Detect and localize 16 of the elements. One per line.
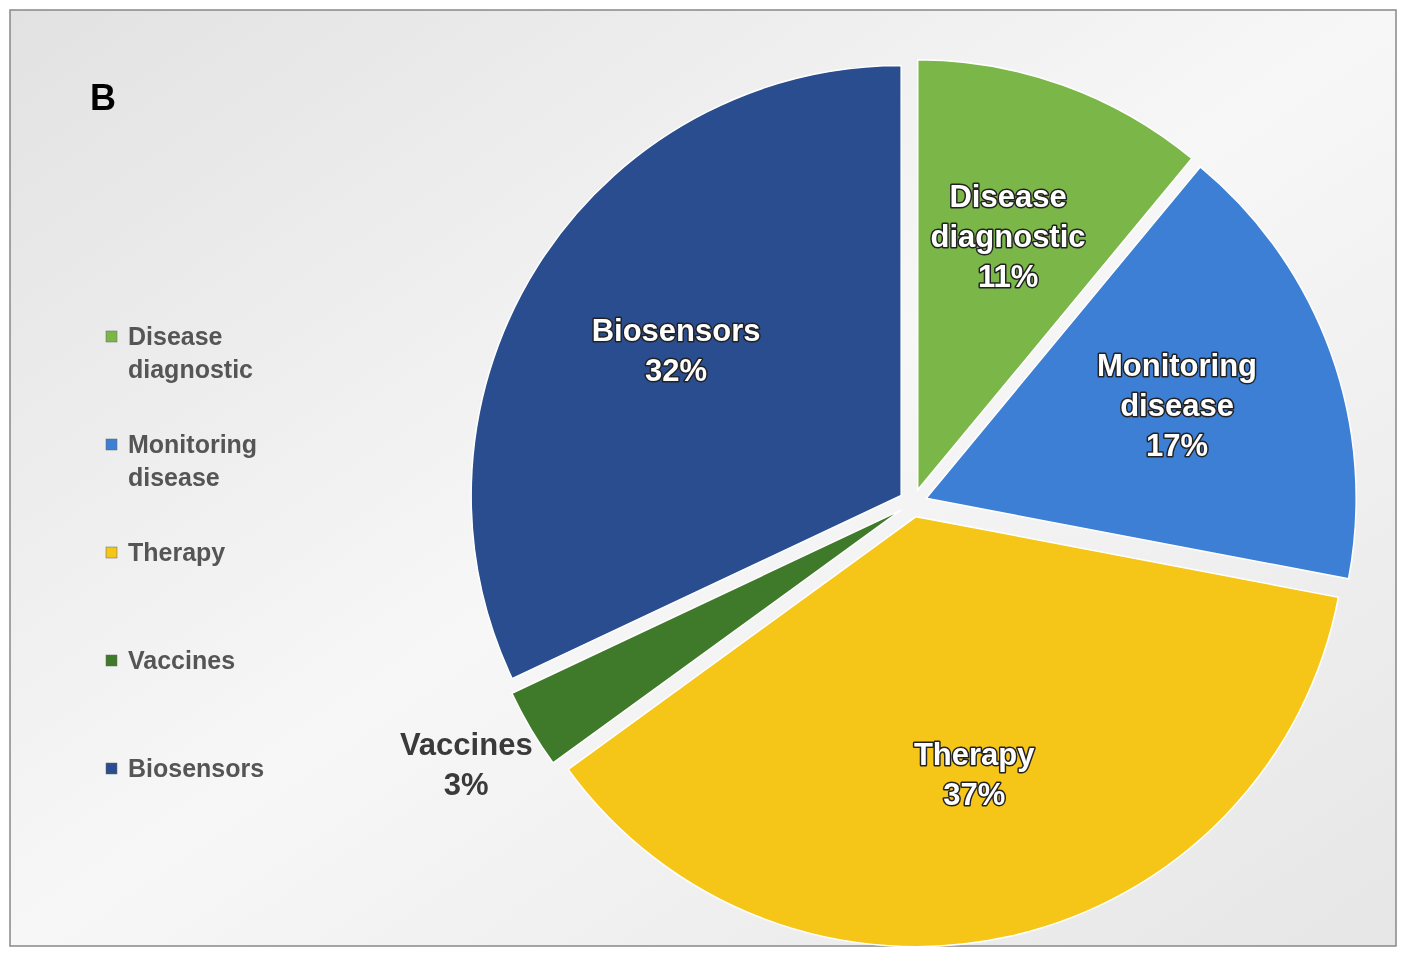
data-label: 37% (943, 777, 1006, 813)
legend-label: Biosensors (128, 753, 265, 782)
data-label: 32% (645, 352, 708, 388)
text: B (90, 77, 116, 118)
data-label: 11% (977, 259, 1039, 295)
slice-label: Vaccines (399, 727, 533, 763)
slice-label: Monitoring disease (1096, 348, 1258, 424)
data-label: 3% (443, 767, 489, 803)
slice-label: Disease diagnostic (930, 179, 1086, 255)
legend-label: Vaccines (128, 645, 236, 674)
legend-label: Disease diagnostic (128, 321, 254, 383)
data-label: 17% (1145, 428, 1209, 464)
slice-label: Biosensors (591, 312, 761, 348)
legend-label: Monitoring disease (128, 429, 258, 491)
slice-label: Therapy (913, 737, 1036, 773)
category-label: Therapy (128, 537, 226, 566)
